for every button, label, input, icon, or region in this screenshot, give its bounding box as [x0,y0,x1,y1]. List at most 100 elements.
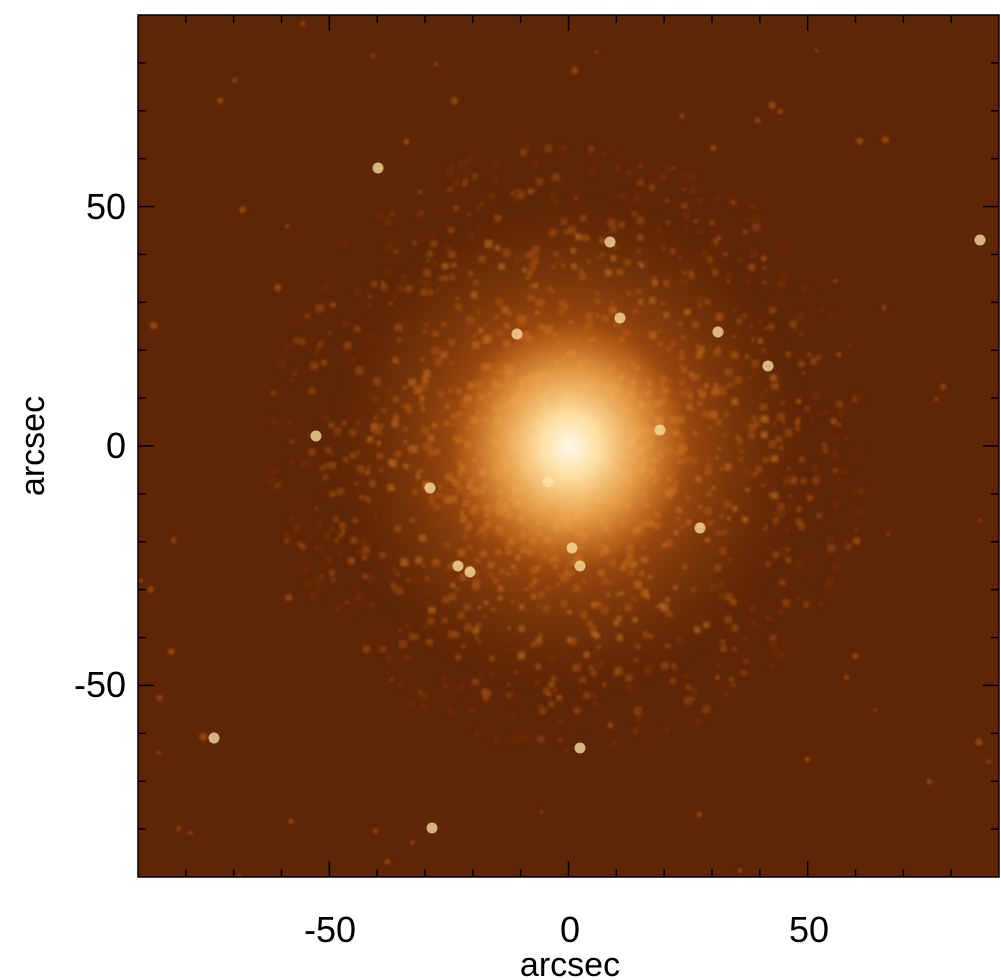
speckle [468,707,475,715]
speckle [588,145,595,152]
speckle [397,682,404,689]
speckle [801,285,808,293]
speckle [634,706,643,715]
speckle [514,195,522,204]
speckle [592,701,598,707]
speckle [510,191,515,196]
speckle [671,165,676,170]
speckle [544,144,553,153]
speckle [806,494,814,502]
speckle [472,173,478,179]
speckle [492,159,499,165]
speckle [294,319,299,324]
speckle [354,325,361,332]
faint-point [555,694,563,701]
speckle [271,467,279,475]
speckle [310,361,319,370]
speckle [316,585,322,591]
faint-point [768,101,776,109]
speckle [832,562,841,571]
speckle [420,692,428,701]
speckle [302,459,311,467]
speckle [293,523,302,532]
speckle [743,659,749,664]
speckle [293,371,297,376]
speckle [381,281,386,285]
faint-point [540,809,544,814]
speckle [591,164,595,168]
speckle [336,532,345,540]
speckle [697,197,703,204]
speckle [632,725,641,734]
speckle [483,696,489,702]
speckle [525,734,531,740]
speckle [549,192,556,199]
y-tick-label: 50 [86,186,126,227]
speckle [638,693,642,698]
bright-knot [464,566,476,578]
speckle [506,691,515,699]
faint-point [830,417,838,425]
speckle [752,223,760,231]
faint-point [571,67,579,75]
speckle [720,645,727,652]
speckle [635,712,640,717]
faint-point [844,674,850,681]
speckle [624,199,628,203]
speckle [683,211,690,219]
speckle [320,339,325,344]
speckle [472,678,479,686]
speckle [463,168,471,176]
speckle [841,468,847,475]
speckle [811,419,815,423]
speckle [333,516,339,523]
faint-point [748,263,756,271]
faint-point [730,200,735,205]
speckle [614,165,621,172]
speckle [768,639,777,648]
y-tick-label: 0 [106,425,126,466]
speckle [681,171,686,176]
speckle [562,145,568,150]
speckle [683,673,689,679]
speckle [276,358,285,367]
speckle [717,663,721,668]
speckle [267,478,275,486]
speckle [687,173,695,182]
speckle [829,313,834,318]
speckle [765,615,772,622]
faint-point [729,677,734,682]
speckle [558,144,567,153]
bright-knot [694,522,706,534]
speckle [536,178,543,186]
faint-point [156,750,161,755]
speckle [812,391,820,399]
speckle [852,490,857,495]
speckle [830,450,839,458]
bright-knot [310,430,322,442]
speckle [420,238,424,243]
speckle [514,186,520,192]
speckle [724,692,728,696]
speckle [810,580,814,584]
speckle [492,176,499,183]
speckle [368,294,372,299]
speckle [856,393,864,400]
speckle [331,577,336,582]
speckle [289,514,296,522]
speckle [584,736,588,741]
speckle [748,605,757,613]
speckle [335,606,341,613]
speckle [384,268,392,276]
speckle [458,684,464,690]
speckle [737,256,744,263]
speckle [697,228,704,235]
speckle [858,486,865,494]
speckle [852,397,858,403]
speckle [338,550,342,555]
faint-point [853,537,861,545]
faint-point [188,830,193,836]
speckle [315,575,323,584]
speckle [653,166,658,171]
speckle [334,538,339,543]
